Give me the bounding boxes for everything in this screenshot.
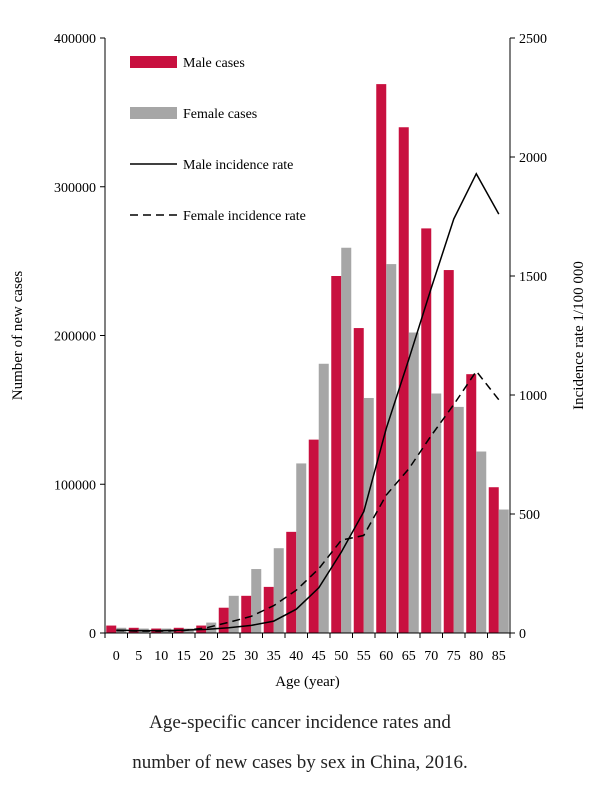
caption-line-1: Age-specific cancer incidence rates and bbox=[149, 712, 451, 733]
x-tick-label: 80 bbox=[469, 649, 483, 664]
x-tick-label: 40 bbox=[289, 649, 303, 664]
y2-axis-title: Incidence rate 1/100 000 bbox=[571, 261, 587, 410]
male-cases-bar bbox=[488, 487, 499, 633]
y-axis-title: Number of new cases bbox=[10, 271, 26, 401]
x-tick-label: 75 bbox=[447, 649, 461, 664]
left-tick-label: 100000 bbox=[54, 478, 96, 493]
x-tick-label: 60 bbox=[379, 649, 393, 664]
male-cases-bar bbox=[286, 531, 297, 633]
x-tick-label: 5 bbox=[135, 649, 142, 664]
right-tick-label: 1500 bbox=[519, 270, 547, 285]
male-cases-bar bbox=[308, 439, 319, 633]
x-tick-label: 70 bbox=[424, 649, 438, 664]
caption-line-2: number of new cases by sex in China, 201… bbox=[132, 752, 468, 773]
x-tick-label: 50 bbox=[334, 649, 348, 664]
male-cases-bar bbox=[421, 228, 432, 633]
male-cases-bar bbox=[106, 625, 117, 633]
right-tick-label: 2500 bbox=[519, 32, 547, 47]
left-tick-label: 300000 bbox=[54, 181, 96, 196]
x-tick-label: 10 bbox=[154, 649, 168, 664]
chart: 0100000200000300000400000050010001500200… bbox=[10, 32, 587, 690]
legend-label: Female cases bbox=[183, 107, 257, 122]
female-cases-bar bbox=[251, 569, 262, 633]
x-axis-title: Age (year) bbox=[275, 674, 340, 690]
x-tick-label: 30 bbox=[244, 649, 258, 664]
female-cases-bar bbox=[206, 622, 217, 633]
male-cases-bar bbox=[466, 374, 477, 633]
x-tick-label: 55 bbox=[357, 649, 371, 664]
x-tick-label: 35 bbox=[267, 649, 281, 664]
axes-layer: 0100000200000300000400000050010001500200… bbox=[10, 32, 587, 690]
female-cases-bar bbox=[498, 509, 509, 633]
male-cases-bar bbox=[398, 127, 409, 633]
x-tick-label: 65 bbox=[402, 649, 416, 664]
male-cases-bar bbox=[376, 84, 387, 634]
female-cases-bar bbox=[228, 595, 239, 633]
right-tick-label: 0 bbox=[519, 627, 526, 642]
legend-swatch bbox=[130, 56, 177, 68]
female-cases-bar bbox=[363, 397, 374, 633]
female-cases-bar bbox=[341, 247, 352, 634]
female-incidence-rate-line bbox=[116, 369, 500, 632]
male-cases-bar bbox=[331, 276, 342, 633]
x-tick-label: 85 bbox=[492, 649, 506, 664]
right-tick-label: 1000 bbox=[519, 389, 547, 404]
male-incidence-rate-line bbox=[116, 172, 500, 632]
right-tick-label: 500 bbox=[519, 508, 540, 523]
legend-label: Male incidence rate bbox=[183, 158, 293, 173]
female-cases-bar bbox=[296, 463, 307, 633]
female-cases-bar bbox=[476, 451, 487, 633]
x-tick-label: 0 bbox=[113, 649, 120, 664]
left-tick-label: 400000 bbox=[54, 32, 96, 47]
right-tick-label: 2000 bbox=[519, 151, 547, 166]
legend-label: Female incidence rate bbox=[183, 209, 306, 224]
female-cases-bar bbox=[318, 363, 329, 633]
bars-layer bbox=[106, 84, 509, 634]
female-cases-bar bbox=[273, 548, 284, 633]
left-tick-label: 200000 bbox=[54, 330, 96, 345]
male-cases-bar bbox=[443, 270, 454, 633]
female-cases-bar bbox=[431, 393, 442, 633]
male-cases-bar bbox=[353, 328, 364, 633]
female-cases-bar bbox=[386, 264, 397, 633]
female-cases-bar bbox=[183, 628, 194, 633]
legend-label: Male cases bbox=[183, 56, 245, 71]
lines-layer bbox=[116, 172, 500, 632]
x-tick-label: 25 bbox=[222, 649, 236, 664]
male-cases-bar bbox=[218, 607, 229, 633]
x-tick-label: 20 bbox=[199, 649, 213, 664]
legend-swatch bbox=[130, 107, 177, 119]
legend: Male cases Female cases Male incidence rat… bbox=[130, 56, 306, 224]
male-cases-bar bbox=[263, 586, 274, 633]
x-tick-label: 45 bbox=[312, 649, 326, 664]
x-tick-label: 15 bbox=[177, 649, 191, 664]
male-cases-bar bbox=[241, 595, 252, 633]
female-cases-bar bbox=[453, 406, 464, 633]
female-cases-bar bbox=[408, 332, 419, 633]
left-tick-label: 0 bbox=[89, 627, 96, 642]
